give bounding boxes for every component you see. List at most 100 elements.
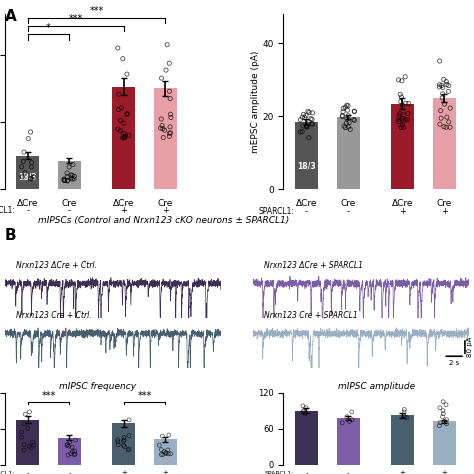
Point [162, 449, 170, 456]
Point [298, 128, 306, 136]
Point [343, 115, 351, 123]
Point [395, 116, 402, 123]
Text: *: * [46, 23, 51, 33]
Point [445, 88, 452, 95]
Point [18, 428, 26, 436]
Point [165, 129, 173, 137]
Point [120, 119, 128, 127]
Point [27, 128, 35, 136]
Point [348, 408, 356, 416]
Point [60, 176, 68, 184]
Point [343, 413, 351, 420]
Point [438, 94, 446, 101]
Point [123, 110, 131, 118]
Point [436, 57, 443, 65]
Bar [154, 439, 177, 465]
Point [302, 404, 310, 411]
Point [114, 125, 122, 133]
Bar [295, 122, 318, 189]
Point [299, 122, 307, 130]
Text: SPARCL1:: SPARCL1: [0, 206, 15, 215]
Bar [337, 117, 360, 189]
Point [398, 115, 406, 122]
Point [29, 438, 36, 446]
Text: ***: *** [90, 6, 104, 16]
Point [114, 44, 122, 52]
Text: ***: *** [69, 14, 83, 24]
Text: ***: *** [41, 391, 56, 401]
Point [400, 408, 408, 416]
Point [348, 416, 356, 423]
Point [300, 407, 308, 414]
Point [439, 407, 447, 414]
Point [21, 169, 29, 177]
Point [159, 134, 167, 141]
Point [18, 163, 25, 171]
Point [120, 133, 128, 141]
Point [158, 446, 165, 454]
Point [342, 103, 349, 111]
Bar [16, 419, 39, 465]
Point [440, 123, 447, 130]
Bar [433, 98, 456, 189]
Point [445, 82, 453, 90]
Bar [433, 421, 456, 465]
Point [438, 82, 446, 89]
Point [118, 104, 125, 111]
Text: 2 s: 2 s [449, 360, 459, 365]
Point [399, 101, 406, 109]
Point [346, 126, 354, 133]
Point [400, 117, 407, 125]
Point [155, 441, 163, 449]
Point [301, 410, 309, 418]
Point [162, 66, 170, 74]
Point [114, 436, 121, 444]
Point [124, 446, 132, 454]
Point [18, 433, 26, 441]
Point [296, 128, 304, 136]
Point [61, 177, 68, 184]
Bar [154, 88, 177, 189]
Point [447, 104, 454, 112]
Point [345, 112, 352, 119]
Point [443, 420, 450, 428]
Point [64, 177, 72, 184]
Title: mIPSC frequency: mIPSC frequency [59, 382, 136, 391]
Point [340, 122, 348, 130]
Point [436, 83, 443, 91]
Point [445, 118, 453, 126]
Point [120, 130, 128, 137]
Point [344, 107, 351, 114]
Point [397, 98, 404, 105]
Text: Nrxn123 Cre + SPARCL1: Nrxn123 Cre + SPARCL1 [264, 311, 358, 320]
Point [400, 111, 407, 118]
Point [297, 116, 304, 124]
Point [157, 451, 165, 458]
Point [68, 172, 76, 179]
Point [20, 420, 28, 428]
Point [71, 173, 78, 180]
Point [117, 117, 124, 124]
Point [158, 74, 165, 82]
Point [436, 404, 444, 411]
Point [301, 114, 309, 122]
Point [395, 112, 403, 119]
Point [404, 116, 411, 124]
Point [164, 446, 172, 454]
Point [69, 175, 76, 183]
Bar [391, 416, 414, 465]
Point [120, 436, 128, 444]
Point [436, 422, 443, 429]
Text: Nrxn123 Cre + Ctrl.: Nrxn123 Cre + Ctrl. [16, 311, 91, 320]
Point [165, 133, 173, 140]
Point [437, 107, 445, 114]
Point [67, 174, 75, 182]
Text: -: - [305, 207, 308, 216]
Point [26, 442, 33, 450]
Point [125, 131, 133, 139]
Point [404, 109, 412, 117]
Point [64, 441, 71, 448]
Point [21, 410, 29, 418]
Point [115, 91, 123, 98]
Point [167, 450, 174, 457]
